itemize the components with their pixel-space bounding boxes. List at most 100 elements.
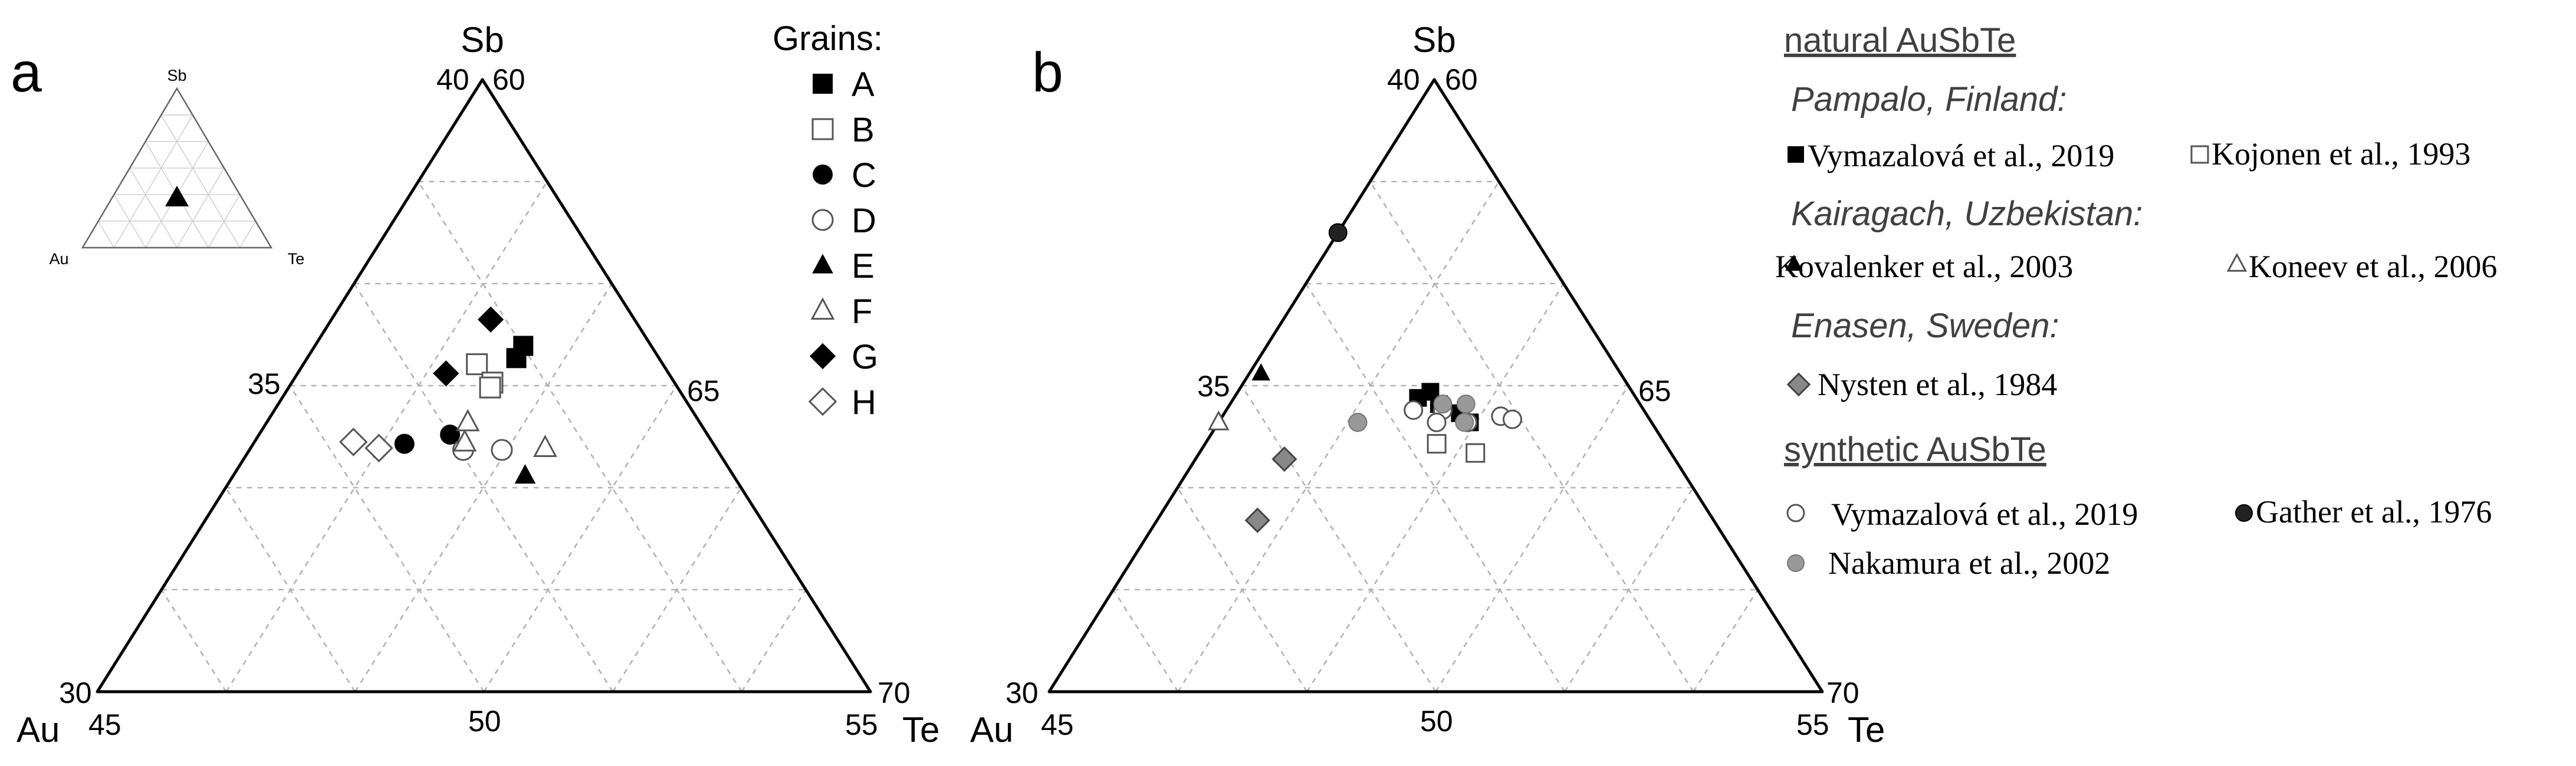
grid-line xyxy=(1369,181,1694,692)
grid-line xyxy=(113,114,193,248)
data-point-series-5 xyxy=(1404,400,1424,420)
tick-top-left-a: 40 xyxy=(436,63,469,96)
grid-line xyxy=(208,194,241,248)
legend-entry-kovalenker: Kovalenker et al., 2003 xyxy=(1775,249,2073,284)
tick-bottom-right-b: 55 xyxy=(1796,708,1829,741)
tick-bottom-mid-a: 50 xyxy=(468,705,501,738)
tick-bottom-left-a: 45 xyxy=(88,708,121,741)
data-point-grain-f xyxy=(452,429,477,452)
grid-line xyxy=(1177,181,1500,692)
grid-line xyxy=(1112,589,1179,692)
data-point-grain-h xyxy=(339,428,368,456)
grid-line xyxy=(225,181,548,692)
legend-entry-nakamura: Nakamura et al., 2002 xyxy=(1828,545,2110,581)
legend-label-e: E xyxy=(852,247,875,285)
legend-header-natural: natural AuSbTe xyxy=(1784,21,2016,60)
data-point-series-1 xyxy=(1427,434,1447,454)
data-point-grain-e xyxy=(514,464,536,484)
legend-marker-f xyxy=(810,297,835,320)
grid-line xyxy=(160,589,227,692)
legend-label-g: G xyxy=(852,338,878,376)
data-point-grain-a xyxy=(506,348,527,369)
legend-marker-ref-7 xyxy=(1787,554,1805,572)
tick-mid-left-a: 35 xyxy=(248,367,281,400)
legend-marker-h xyxy=(808,387,837,416)
grid-line xyxy=(225,487,356,692)
legend-locality-pampalo: Pampalo, Finland: xyxy=(1791,80,2066,119)
data-point-grain-c xyxy=(440,425,461,445)
data-point-series-3 xyxy=(1208,410,1230,430)
grid-line xyxy=(289,385,485,692)
ternary-frame-a xyxy=(96,78,872,693)
data-point-series-7 xyxy=(1348,413,1368,432)
data-point-grain-f xyxy=(455,409,480,432)
corner-label-au-b: Au xyxy=(970,710,1013,749)
corner-label-te-a: Te xyxy=(902,710,939,749)
grid-line xyxy=(176,167,225,248)
grid-line xyxy=(1563,487,1694,692)
tick-bottom-right-a: 55 xyxy=(845,708,878,741)
legend-locality-kairagach: Kairagach, Uzbekistan: xyxy=(1791,195,2143,233)
grid-line xyxy=(1241,385,1437,692)
legend-entry-kojonen: Kojonen et al., 1993 xyxy=(2212,136,2470,172)
legend-items-a: A B C D E F G H xyxy=(852,65,878,422)
legend-marker-a xyxy=(813,74,833,94)
grid-line xyxy=(113,194,146,248)
corner-label-au-a: Au xyxy=(17,710,60,749)
legend-label-c: C xyxy=(852,156,876,195)
legend-locality-enasen: Enasen, Sweden: xyxy=(1791,307,2059,345)
legend-label-f: F xyxy=(852,292,872,331)
panel-a: a Sb Au Te Sb Au Te 40 60 35 65 30 70 45… xyxy=(11,19,939,749)
legend-title-grains: Grains: xyxy=(773,19,883,58)
legend-marker-c xyxy=(813,165,833,185)
corner-label-sb-b: Sb xyxy=(1412,20,1455,60)
legend-marker-d xyxy=(811,209,834,231)
data-point-series-5 xyxy=(1502,409,1522,429)
grid-line xyxy=(129,167,178,248)
grid-line xyxy=(612,487,742,692)
tick-mid-left-b: 35 xyxy=(1197,370,1230,403)
inset-triangle: Sb Au Te xyxy=(49,67,304,268)
data-point-series-7 xyxy=(1455,413,1474,432)
data-point-grain-f xyxy=(533,435,557,457)
legend-marker-ref-4 xyxy=(1786,372,1811,397)
tick-mid-right-a: 65 xyxy=(687,374,720,407)
grid-line xyxy=(98,221,114,248)
legend-marker-b xyxy=(811,118,834,140)
ternary-grid-b xyxy=(1112,180,1759,692)
corner-label-sb-a: Sb xyxy=(461,20,504,60)
tick-bottom-left-outer-b: 30 xyxy=(1006,676,1039,709)
tick-bottom-left-b: 45 xyxy=(1041,708,1074,741)
inset-label-te: Te xyxy=(288,250,305,268)
grid-line xyxy=(741,589,807,692)
data-points-a xyxy=(339,306,557,484)
data-point-grain-g xyxy=(433,360,459,387)
tick-bottom-right-outer-a: 70 xyxy=(878,676,911,709)
grid-line xyxy=(1693,589,1759,692)
data-point-series-1 xyxy=(1466,443,1486,463)
legend-references: natural AuSbTe Pampalo, Finland: Vymazal… xyxy=(1775,21,2497,581)
legend-marker-ref-1 xyxy=(2190,145,2209,164)
legend-marker-ref-5 xyxy=(1786,504,1805,522)
legend-entry-vymazalova-synthetic: Vymazalová et al., 2019 xyxy=(1831,497,2138,532)
data-point-series-2 xyxy=(1251,363,1270,381)
data-point-series-4 xyxy=(1244,507,1270,533)
grid-line xyxy=(160,114,241,248)
legend-header-synthetic: synthetic AuSbTe xyxy=(1784,430,2046,469)
legend-markers-a xyxy=(808,74,837,416)
grid-line xyxy=(418,181,742,692)
tick-top-left-b: 40 xyxy=(1387,63,1420,96)
inset-label-au: Au xyxy=(49,250,68,268)
tick-top-right-a: 60 xyxy=(492,63,525,96)
tick-bottom-left-outer-a: 30 xyxy=(59,676,92,709)
inset-frame xyxy=(81,87,273,249)
grid-line xyxy=(1177,487,1308,692)
legend-grains: Grains: A B C D E F G H xyxy=(773,19,883,422)
data-point-series-5 xyxy=(1427,412,1447,432)
legend-entry-nysten: Nysten et al., 1984 xyxy=(1818,367,2057,402)
legend-label-a: A xyxy=(852,65,875,104)
panel-letter-b: b xyxy=(1032,41,1063,104)
legend-marker-ref-0 xyxy=(1788,146,1804,163)
legend-entry-gather: Gather et al., 1976 xyxy=(2256,494,2492,530)
data-point-grain-h xyxy=(364,433,393,463)
